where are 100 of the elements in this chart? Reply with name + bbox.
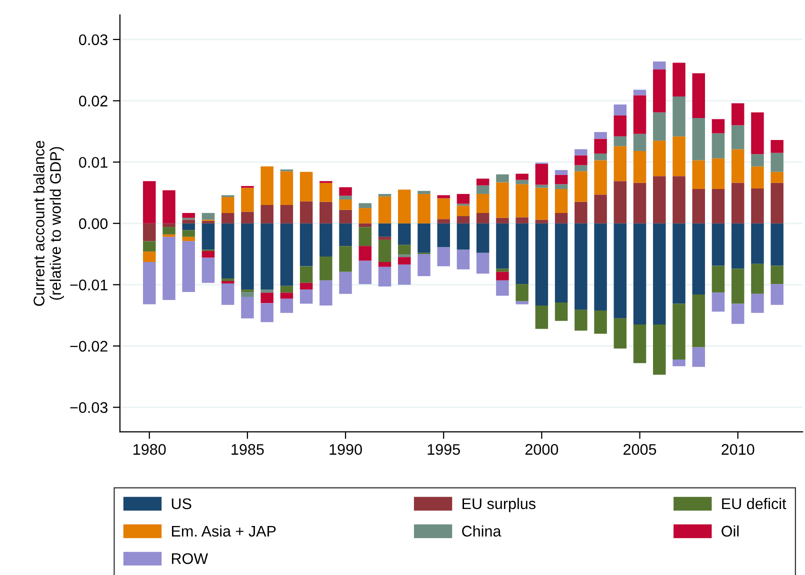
bar [653,112,666,141]
bar [260,290,274,293]
bar [574,202,588,224]
bar [672,136,686,176]
bar [614,223,627,318]
x-tick-label: 1995 [428,444,460,455]
bar [241,188,254,212]
bar [554,223,568,302]
legend-label: Oil [722,525,739,537]
bar [241,292,254,297]
bar [162,234,176,237]
bar [496,268,509,272]
bar [574,310,588,331]
bar [594,132,607,139]
bar [516,217,528,224]
bar [476,223,490,253]
bar [418,254,430,276]
bar [516,284,528,302]
bar [496,223,509,269]
bar [221,212,234,224]
bar [535,184,548,188]
legend-label: EU deficit [722,498,786,510]
bar [260,223,274,290]
bar [751,294,764,313]
bar [614,104,627,116]
bar [456,250,470,270]
bar [398,244,411,255]
bar [751,223,764,264]
bar [535,188,548,220]
legend-label: China [462,525,502,537]
bar [456,194,470,204]
bar [358,223,372,228]
bar [751,264,764,294]
x-tick-label: 2005 [624,444,656,455]
bar [398,264,411,285]
bar [653,62,666,70]
x-tick-label: 1985 [232,444,264,455]
bar [378,266,392,287]
bar [614,146,627,182]
bar [437,198,450,220]
legend-label: US [172,498,192,510]
bar [339,223,352,246]
bar [456,223,470,250]
bar [280,286,294,293]
bar [142,262,156,304]
bar [574,165,588,172]
bar [574,223,588,310]
bar [614,136,627,146]
bar [692,118,705,160]
bar [751,154,764,166]
bar [633,182,646,224]
bar [476,178,490,186]
bar [770,140,784,153]
bar [712,133,725,158]
bar [260,166,274,205]
bar [594,154,607,160]
bar [614,115,627,136]
bar [516,184,528,218]
legend-label: EU surplus [462,498,536,512]
bar [496,280,509,296]
bar [653,140,666,176]
bar [221,223,234,279]
bar [300,282,313,290]
x-tick-label: 2000 [525,444,558,455]
bar [594,223,607,310]
y-tick-label: 0.02 [79,96,108,106]
bar [692,223,705,294]
bar [418,194,430,224]
bar [300,201,313,224]
bar [339,210,352,224]
bar [398,254,411,258]
bar [594,160,607,195]
bar [554,184,568,190]
bar [692,73,705,118]
bar [241,296,254,318]
legend-label: Em. Asia + JAP [172,525,276,537]
bar [633,95,646,134]
bar [712,189,725,224]
bar [653,70,666,112]
bar [712,223,725,266]
bar [672,62,686,96]
bar [241,212,254,224]
bar [574,155,588,166]
bar [672,304,686,360]
bar [280,298,294,313]
bar [162,190,176,224]
bar [712,292,725,312]
bar [731,149,744,183]
bar [594,310,607,334]
bar [300,290,313,304]
bar [554,174,568,184]
bar [614,318,627,348]
bar [320,202,332,224]
bar [182,220,195,224]
bar [516,180,528,184]
x-tick-label: 1990 [330,444,362,455]
bar [770,172,784,183]
bar [692,160,705,190]
bar [731,103,744,126]
bar [202,212,215,220]
